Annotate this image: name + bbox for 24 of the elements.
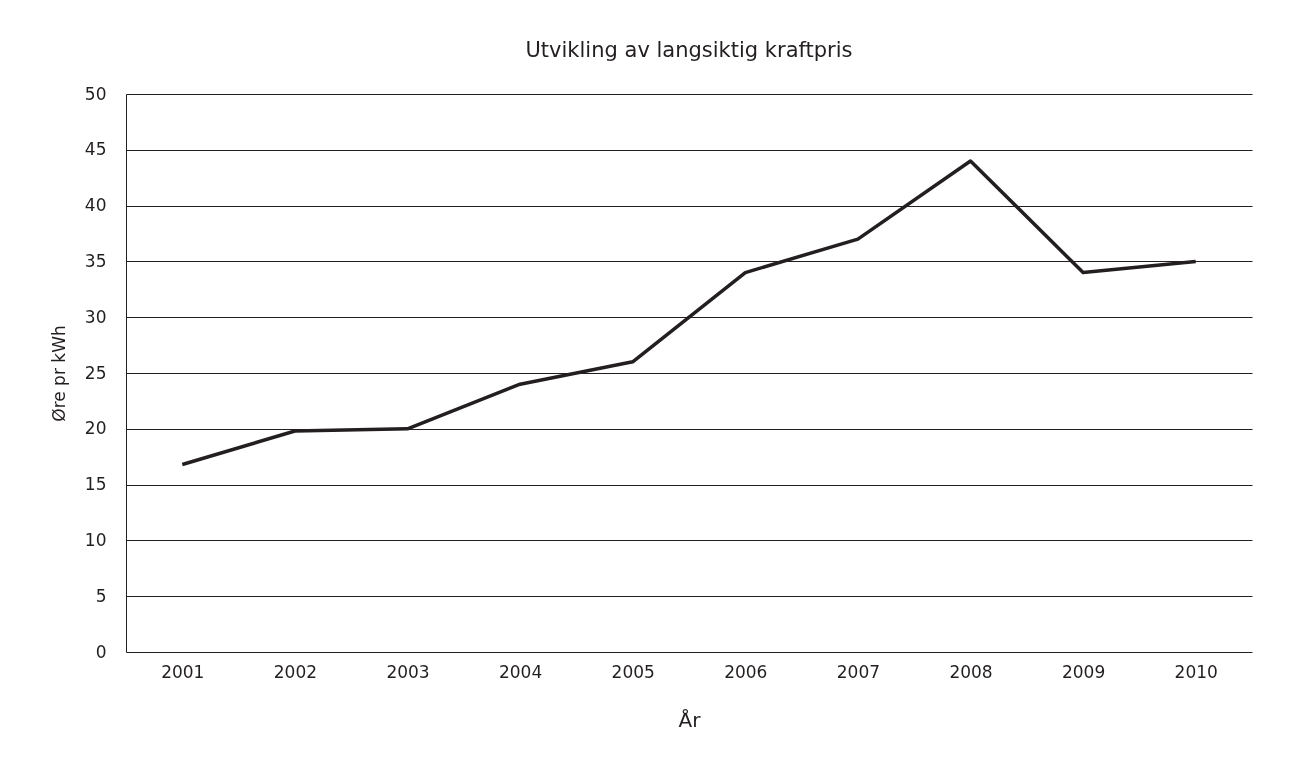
y-tick-label: 40 [84,195,107,216]
y-tick-label: 10 [84,529,107,550]
x-tick-label: 2009 [1061,661,1106,682]
y-axis-title: Øre pr kWh [48,325,69,422]
x-tick-label: 2003 [386,661,430,682]
x-tick-label: 2006 [724,661,768,682]
x-tick-label: 2001 [161,661,205,682]
y-tick-label: 0 [95,641,107,662]
y-tick-label: 25 [84,362,107,383]
y-tick-label: 15 [84,474,107,495]
y-tick-label: 35 [84,250,107,271]
x-axis-title: År [678,707,702,732]
y-tick-label: 50 [84,83,107,104]
x-tick-label: 2010 [1174,661,1218,682]
x-tick-label: 2008 [949,661,993,682]
y-tick-label: 5 [95,585,107,606]
y-tick-label: 30 [84,306,107,327]
x-tick-label: 2002 [273,661,318,682]
x-tick-label: 2007 [836,661,881,682]
x-tick-label: 2005 [611,661,655,682]
x-tick-label: 2004 [498,661,543,682]
y-tick-label: 45 [84,139,107,160]
chart-title: Utvikling av langsiktig kraftpris [525,38,853,62]
y-tick-label: 20 [84,418,107,439]
